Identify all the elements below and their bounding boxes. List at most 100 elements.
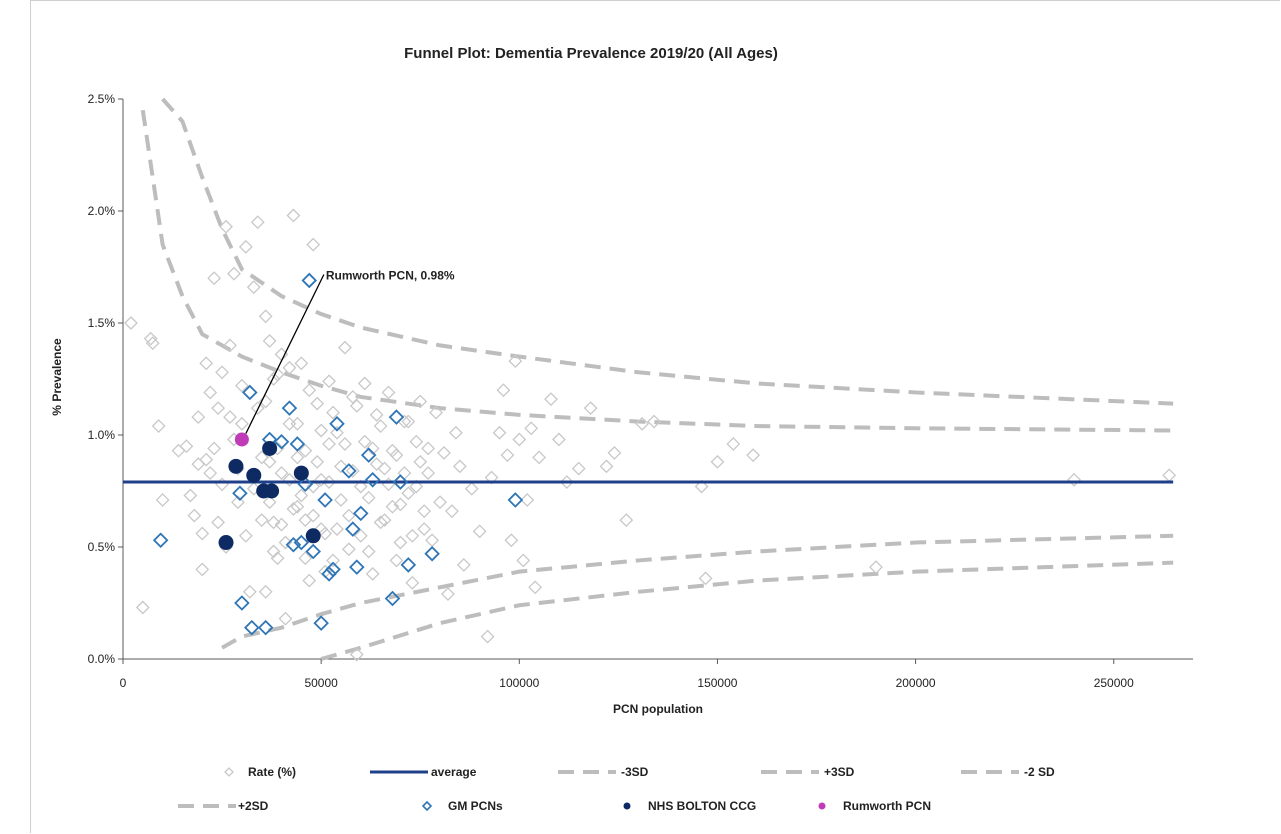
legend-item-rate: Rate (%) xyxy=(224,765,296,779)
gm-pcn-point xyxy=(424,545,440,562)
rate-point xyxy=(409,479,424,494)
legend-label: +3SD xyxy=(824,765,855,779)
rate-point xyxy=(334,459,348,474)
gm-pcn-point xyxy=(313,615,329,631)
rate-point xyxy=(179,439,194,454)
rate-point xyxy=(425,546,440,561)
control-limits xyxy=(140,97,1174,661)
legend-label: +2SD xyxy=(238,799,269,813)
rate-point xyxy=(143,331,158,346)
funnel-plot: Funnel Plot: Dementia Prevalence 2019/20… xyxy=(50,45,1193,813)
rate-point xyxy=(314,472,329,487)
y-tick-label: 0.5% xyxy=(88,540,116,554)
rate-point xyxy=(373,419,388,433)
plus-3sd-line xyxy=(140,109,1174,433)
rate-point xyxy=(373,515,388,530)
rate-point xyxy=(508,354,523,368)
minus-2sd-line xyxy=(221,533,1174,650)
data-points xyxy=(123,208,1177,662)
rate-point xyxy=(155,493,170,507)
rate-point xyxy=(353,528,368,543)
rate-point xyxy=(207,271,222,286)
rate-point xyxy=(274,466,289,480)
y-tick-label: 0.0% xyxy=(88,652,116,666)
gm-pcn-point xyxy=(293,534,310,551)
rate-point xyxy=(298,513,313,528)
rate-point xyxy=(227,266,241,281)
gm-pcn-point xyxy=(281,400,298,416)
gm-pcn-point xyxy=(232,485,248,502)
rate-point xyxy=(496,383,511,398)
rate-point xyxy=(369,457,384,472)
rate-point xyxy=(397,414,412,429)
rate-point xyxy=(361,490,376,505)
rate-point xyxy=(330,425,344,440)
rate-point xyxy=(318,526,333,541)
rate-point xyxy=(294,356,309,371)
rate-point xyxy=(433,495,447,510)
annotation-leader-line xyxy=(245,274,325,434)
rate-point xyxy=(357,434,372,449)
x-tick-label: 200000 xyxy=(896,676,936,690)
rate-point xyxy=(294,488,309,503)
gm-pcn-point xyxy=(242,384,258,401)
rate-point xyxy=(528,580,543,595)
rate-point xyxy=(413,394,428,409)
rate-point xyxy=(238,528,253,543)
rate-point xyxy=(456,558,471,572)
rate-point xyxy=(187,508,202,523)
gm-pcn-point xyxy=(317,492,333,508)
rate-point xyxy=(171,443,186,458)
rate-point xyxy=(286,502,301,516)
rate-point xyxy=(480,629,495,644)
rate-point xyxy=(349,398,364,413)
rate-point xyxy=(310,454,325,469)
rate-point xyxy=(266,372,281,386)
plus-2sd-line xyxy=(161,97,1174,406)
rate-point xyxy=(520,493,535,507)
legend-label: -2 SD xyxy=(1024,765,1055,779)
rate-point xyxy=(135,600,150,615)
rate-point xyxy=(1162,468,1177,483)
rate-point xyxy=(314,522,329,536)
rate-point xyxy=(254,450,269,465)
rate-point xyxy=(361,544,376,559)
rate-point xyxy=(385,443,400,458)
legend: Rate (%) average -3SD +3SD -2 SD +2SD GM PCNs N… xyxy=(178,765,1055,813)
rate-point xyxy=(338,340,352,355)
rate-point xyxy=(298,551,313,566)
rate-point xyxy=(619,513,634,528)
rate-point xyxy=(262,495,277,510)
rate-point xyxy=(282,472,297,487)
rate-point xyxy=(869,560,883,575)
rate-point xyxy=(282,416,297,431)
rate-point xyxy=(258,394,273,409)
y-tick-label: 2.5% xyxy=(88,92,116,106)
legend-item-minus3sd: -3SD xyxy=(558,765,649,779)
rate-point xyxy=(381,477,396,492)
x-axis-label: PCN population xyxy=(613,702,703,716)
legend-marker xyxy=(818,802,826,810)
rate-point xyxy=(512,432,527,447)
rate-point xyxy=(369,407,384,422)
rate-point xyxy=(215,477,229,492)
gm-pcn-point xyxy=(388,409,405,425)
rate-point xyxy=(330,522,344,536)
x-tick-label: 250000 xyxy=(1094,676,1134,690)
rate-point xyxy=(262,454,277,469)
gm-pcn-point xyxy=(364,472,381,488)
rate-point xyxy=(326,405,340,420)
gm-pcn-point xyxy=(257,619,274,636)
x-tick-label: 100000 xyxy=(499,676,539,690)
rate-point xyxy=(571,461,586,476)
legend-item-bolton: NHS BOLTON CCG xyxy=(623,799,756,813)
gm-pcn-point xyxy=(345,521,361,537)
rate-point xyxy=(437,446,451,460)
rate-point xyxy=(322,437,336,451)
rate-point xyxy=(199,452,214,467)
gm-pcn-point xyxy=(360,447,377,463)
rate-point xyxy=(278,611,293,626)
rate-point xyxy=(195,562,210,577)
rate-point xyxy=(484,470,499,485)
rate-point xyxy=(401,486,416,501)
